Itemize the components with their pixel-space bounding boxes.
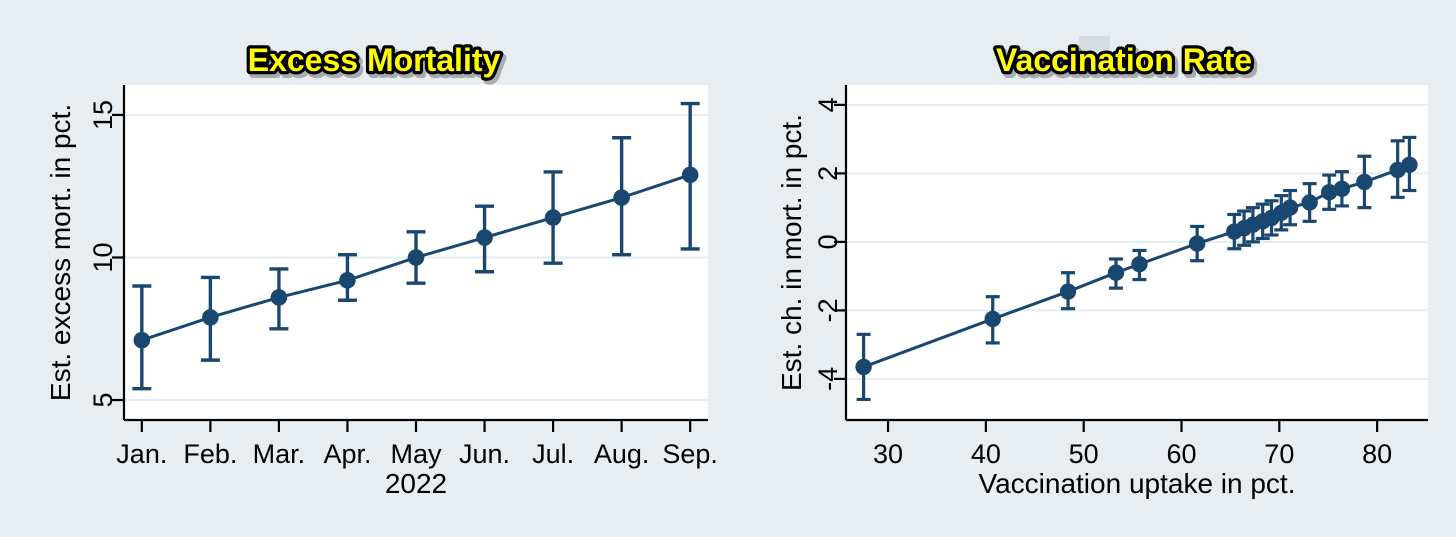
panel-title-shadow: Vaccination Rate bbox=[999, 46, 1255, 82]
x-tick-label: 80 bbox=[1362, 439, 1392, 469]
data-point-marker bbox=[476, 229, 493, 246]
x-tick-label: 70 bbox=[1264, 439, 1294, 469]
data-point-marker bbox=[1131, 255, 1148, 273]
data-point-marker bbox=[1188, 235, 1206, 252]
x-axis-title: Vaccination uptake in pct. bbox=[978, 468, 1295, 499]
panel-title: Excess Mortality bbox=[248, 42, 501, 78]
x-tick-label: Jun. bbox=[459, 439, 510, 469]
y-axis-title: Est. ch. in mort. in pct. bbox=[776, 114, 807, 391]
y-axis-title: Est. excess mort. in pct. bbox=[45, 104, 76, 401]
y-tick-label: 2 bbox=[813, 166, 843, 181]
data-point-marker bbox=[544, 209, 562, 226]
data-point-marker bbox=[613, 189, 630, 206]
x-tick-label: 60 bbox=[1166, 439, 1196, 469]
data-point-marker bbox=[984, 310, 1001, 328]
panel-excess-mortality: 5 10 15 Jan. Feb. Mar. Apr. May Jun. Jul. Aug. Sep.… bbox=[45, 39, 718, 499]
x-tick-label: Mar. bbox=[253, 439, 306, 469]
data-point-marker bbox=[1107, 264, 1125, 281]
plot-area bbox=[846, 85, 1428, 420]
data-point-marker bbox=[1333, 180, 1351, 197]
data-point-marker bbox=[339, 271, 356, 289]
data-point-marker bbox=[1281, 199, 1299, 216]
data-point-marker bbox=[202, 309, 219, 326]
x-tick-label: Apr. bbox=[323, 439, 371, 469]
y-tick-label: 5 bbox=[88, 393, 118, 408]
y-tick-label: -2 bbox=[813, 298, 843, 322]
x-tick-label: 40 bbox=[971, 439, 1001, 469]
data-point-marker bbox=[407, 249, 425, 266]
data-point-marker bbox=[133, 331, 151, 349]
x-tick-label: Sep. bbox=[662, 439, 718, 469]
y-tick-label: 15 bbox=[88, 100, 118, 130]
panel-vaccination-rate: -4 -2 0 2 4 30 40 50 60 70 80 Vaccination uptake in… bbox=[776, 36, 1428, 499]
data-point-marker bbox=[1401, 156, 1418, 174]
overlay-artifact bbox=[1079, 36, 1110, 50]
data-point-marker bbox=[681, 166, 699, 184]
x-axis-title: 2022 bbox=[385, 468, 447, 499]
y-tick-label: -4 bbox=[813, 367, 843, 391]
panel-title-shadow: Excess Mortality bbox=[251, 46, 504, 82]
panel-title: Vaccination Rate bbox=[996, 42, 1252, 78]
x-tick-label: 50 bbox=[1069, 439, 1099, 469]
data-point-marker bbox=[1059, 283, 1077, 300]
overlay-artifact bbox=[1086, 50, 1104, 60]
y-tick-label: 10 bbox=[88, 242, 118, 272]
y-tick-label: 4 bbox=[813, 97, 843, 112]
x-tick-label: Jul. bbox=[532, 439, 574, 469]
x-tick-label: Jan. bbox=[116, 439, 167, 469]
x-tick-label: Aug. bbox=[594, 439, 650, 469]
data-point-marker bbox=[270, 289, 288, 306]
data-point-marker bbox=[1301, 194, 1318, 211]
data-point-marker bbox=[1321, 184, 1338, 201]
x-tick-label: Feb. bbox=[183, 439, 237, 469]
x-tick-label: 30 bbox=[873, 439, 903, 469]
x-tick-label: May bbox=[390, 439, 442, 469]
data-point-marker bbox=[1356, 173, 1373, 191]
y-tick-label: 0 bbox=[813, 234, 843, 249]
data-point-marker bbox=[855, 358, 872, 376]
